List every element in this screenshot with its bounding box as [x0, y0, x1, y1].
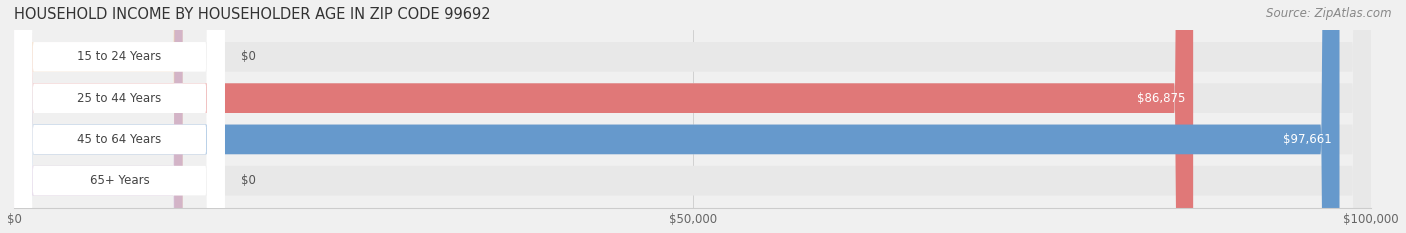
FancyBboxPatch shape — [14, 0, 1371, 233]
Text: $86,875: $86,875 — [1136, 92, 1185, 105]
FancyBboxPatch shape — [14, 0, 225, 233]
FancyBboxPatch shape — [14, 0, 1340, 233]
Text: 15 to 24 Years: 15 to 24 Years — [77, 50, 162, 63]
Text: $0: $0 — [240, 50, 256, 63]
Text: $97,661: $97,661 — [1282, 133, 1331, 146]
Text: 65+ Years: 65+ Years — [90, 174, 149, 187]
Text: 45 to 64 Years: 45 to 64 Years — [77, 133, 162, 146]
Text: $0: $0 — [240, 174, 256, 187]
FancyBboxPatch shape — [14, 0, 183, 233]
Text: 25 to 44 Years: 25 to 44 Years — [77, 92, 162, 105]
FancyBboxPatch shape — [14, 0, 1194, 233]
FancyBboxPatch shape — [14, 0, 183, 233]
FancyBboxPatch shape — [14, 0, 225, 233]
FancyBboxPatch shape — [14, 0, 1371, 233]
FancyBboxPatch shape — [14, 0, 1371, 233]
Text: HOUSEHOLD INCOME BY HOUSEHOLDER AGE IN ZIP CODE 99692: HOUSEHOLD INCOME BY HOUSEHOLDER AGE IN Z… — [14, 7, 491, 22]
FancyBboxPatch shape — [14, 0, 1371, 233]
FancyBboxPatch shape — [14, 0, 225, 233]
Text: Source: ZipAtlas.com: Source: ZipAtlas.com — [1267, 7, 1392, 20]
FancyBboxPatch shape — [14, 0, 225, 233]
